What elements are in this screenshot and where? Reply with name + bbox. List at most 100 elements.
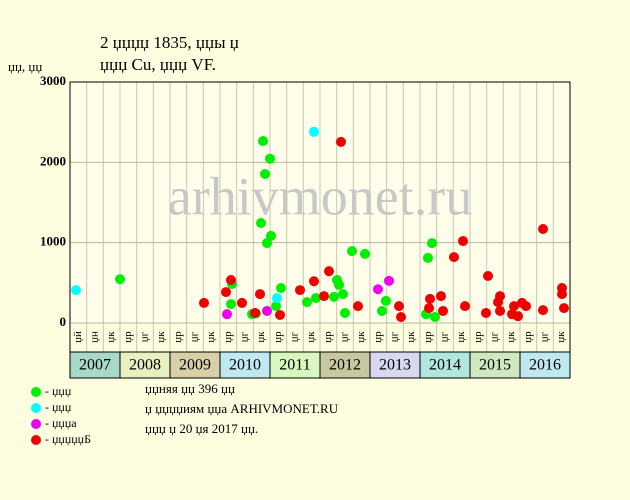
year-band bbox=[169, 351, 221, 379]
point bbox=[436, 291, 446, 302]
point bbox=[424, 303, 434, 314]
x-sub-label: џк bbox=[555, 331, 567, 343]
x-sub-label: џг bbox=[289, 331, 301, 342]
point bbox=[276, 283, 286, 294]
y-tick-label: 0 bbox=[60, 314, 67, 329]
point bbox=[199, 297, 209, 308]
point bbox=[427, 238, 437, 249]
point bbox=[334, 279, 344, 290]
axis-frame bbox=[69, 81, 571, 379]
note: џџџ џ 20 џя 2017 џџ. bbox=[145, 421, 258, 436]
point bbox=[396, 311, 406, 322]
year-label: 2010 bbox=[229, 357, 261, 374]
point bbox=[311, 293, 321, 304]
point bbox=[275, 309, 285, 320]
point bbox=[458, 236, 468, 247]
x-sub-label: џк bbox=[255, 331, 267, 343]
point bbox=[295, 285, 305, 296]
year-band bbox=[469, 351, 521, 379]
year-label: 2013 bbox=[379, 357, 411, 374]
year-label: 2015 bbox=[479, 357, 511, 374]
point bbox=[265, 153, 275, 164]
point bbox=[509, 301, 519, 312]
x-sub-label: џр bbox=[222, 331, 234, 343]
point bbox=[353, 301, 363, 312]
y-tick-label: 3000 bbox=[40, 73, 66, 88]
point bbox=[260, 168, 270, 179]
x-sub-label: џр bbox=[172, 331, 184, 343]
point bbox=[272, 293, 282, 304]
x-sub-label: џр bbox=[122, 331, 134, 343]
point bbox=[338, 289, 348, 300]
point bbox=[347, 246, 357, 257]
y-tick-label: 2000 bbox=[40, 153, 66, 168]
x-sub-label: џг bbox=[239, 331, 251, 342]
point bbox=[71, 285, 81, 296]
point bbox=[115, 274, 125, 285]
point bbox=[481, 307, 491, 318]
x-sub-label: џй bbox=[72, 331, 84, 343]
year-label: 2014 bbox=[429, 357, 461, 374]
legend-label: - џџџ bbox=[45, 400, 72, 414]
legend-marker bbox=[31, 387, 41, 397]
point bbox=[266, 230, 276, 241]
point bbox=[324, 266, 334, 277]
point bbox=[336, 136, 346, 147]
x-sub-label: џр bbox=[372, 331, 384, 343]
point bbox=[250, 307, 260, 318]
point bbox=[256, 217, 266, 228]
year-label: 2011 bbox=[279, 357, 310, 374]
x-sub-label: џк bbox=[405, 331, 417, 343]
point bbox=[329, 291, 339, 302]
year-label: 2008 bbox=[129, 357, 161, 374]
point bbox=[460, 301, 470, 312]
x-sub-label: џг bbox=[489, 331, 501, 342]
point bbox=[237, 297, 247, 308]
point bbox=[226, 299, 236, 310]
chart-title: 2 џџџџ 1835, џџы џ bbox=[100, 33, 239, 52]
point bbox=[309, 126, 319, 137]
point bbox=[423, 252, 433, 263]
point bbox=[340, 307, 350, 318]
x-sub-label: џр bbox=[472, 331, 484, 343]
point bbox=[557, 289, 567, 300]
x-sub-label: џр bbox=[422, 331, 434, 343]
x-sub-label: џк bbox=[305, 331, 317, 343]
point bbox=[381, 295, 391, 306]
x-sub-label: џг bbox=[189, 331, 201, 342]
x-sub-label: џг bbox=[439, 331, 451, 342]
point bbox=[319, 291, 329, 302]
point bbox=[377, 305, 387, 316]
x-sub-label: џк bbox=[355, 331, 367, 343]
x-sub-label: џн bbox=[89, 331, 101, 343]
point bbox=[559, 303, 569, 314]
point bbox=[384, 275, 394, 286]
point bbox=[538, 305, 548, 316]
note: џџняя џџ 396 џџ bbox=[145, 381, 235, 396]
x-sub-label: џк bbox=[155, 331, 167, 343]
year-label: 2009 bbox=[179, 357, 211, 374]
legend-label: - џџџ bbox=[45, 384, 72, 398]
point bbox=[430, 311, 440, 322]
x-sub-label: џк bbox=[105, 331, 117, 343]
point bbox=[449, 252, 459, 263]
point bbox=[258, 136, 268, 147]
x-sub-label: џг bbox=[389, 331, 401, 342]
x-sub-label: џр bbox=[272, 331, 284, 343]
year-band bbox=[519, 351, 571, 379]
x-sub-label: џк bbox=[505, 331, 517, 343]
point bbox=[221, 287, 231, 298]
point bbox=[271, 301, 281, 312]
chart-subtitle: џџџ Cu, џџџ VF. bbox=[100, 55, 216, 74]
x-sub-label: џг bbox=[539, 331, 551, 342]
y-label: џџ, џџ bbox=[8, 59, 42, 74]
point bbox=[425, 293, 435, 304]
x-sub-label: џг bbox=[139, 331, 151, 342]
point bbox=[309, 276, 319, 287]
point bbox=[521, 301, 531, 312]
point bbox=[360, 248, 370, 259]
point bbox=[222, 309, 232, 320]
point bbox=[495, 305, 505, 316]
point bbox=[538, 224, 548, 235]
